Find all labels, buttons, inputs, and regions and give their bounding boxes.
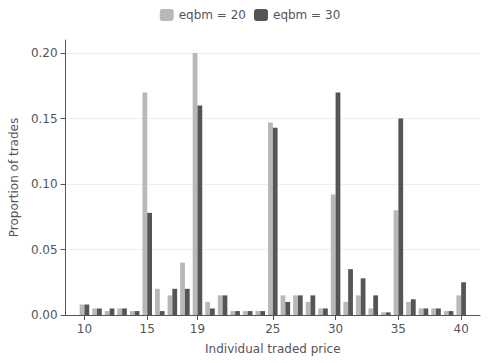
svg-text:15: 15 — [140, 322, 155, 336]
svg-text:eqbm = 30: eqbm = 30 — [273, 8, 340, 22]
svg-text:0.10: 0.10 — [31, 177, 58, 191]
svg-text:0.00: 0.00 — [31, 308, 58, 322]
svg-text:Individual traded price: Individual traded price — [205, 342, 341, 356]
svg-text:0.20: 0.20 — [31, 46, 58, 60]
svg-text:eqbm = 20: eqbm = 20 — [179, 8, 246, 22]
svg-text:10: 10 — [77, 322, 92, 336]
svg-text:19: 19 — [190, 322, 205, 336]
svg-text:0.05: 0.05 — [31, 243, 58, 257]
svg-text:35: 35 — [391, 322, 406, 336]
svg-text:Proportion of trades: Proportion of trades — [7, 118, 21, 237]
svg-text:0.15: 0.15 — [31, 112, 58, 126]
svg-text:30: 30 — [328, 322, 343, 336]
svg-text:40: 40 — [454, 322, 469, 336]
svg-text:25: 25 — [265, 322, 280, 336]
